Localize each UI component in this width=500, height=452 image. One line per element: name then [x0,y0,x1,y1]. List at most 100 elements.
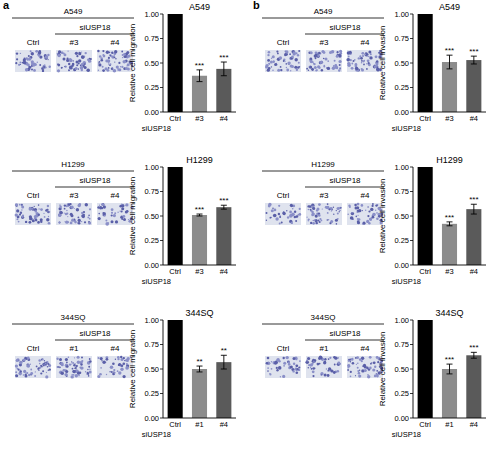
micrograph-bg [15,50,51,72]
cell-dot [340,207,341,208]
cell-dot [312,375,314,377]
cell-dot [317,208,320,211]
cell-dot [267,54,269,56]
cell-dot [37,62,38,63]
micrograph-bg [306,356,342,378]
y-tick-label: 1.00 [394,10,409,19]
cell-dot [321,69,323,71]
cell-dot [361,52,364,55]
cell-dot [294,216,296,218]
cell-dot [25,68,28,71]
cell-dot [349,206,351,208]
cell-dot [284,61,285,62]
cell-dot [73,60,74,61]
x-axis [163,265,236,266]
cell-dot [306,359,308,361]
cell-dot [111,212,113,214]
error-bar [197,366,203,372]
cell-dot [282,211,285,214]
cell-dot [285,50,288,53]
cell-dot [314,54,318,58]
cell-dot [33,64,35,66]
x-tick-label: #4 [470,420,478,429]
x-tick-label: Ctrl [169,420,181,429]
cell-dot [25,373,27,375]
cell-dot [271,58,272,59]
x-axis [163,112,236,113]
cell-dot [333,371,336,374]
cell-dot [289,211,292,214]
cell-dot [268,203,271,206]
cell-dot [276,367,278,369]
cell-dot [59,222,61,224]
bar [442,224,457,265]
cell-dot [38,367,40,369]
cell-dot [111,220,114,223]
cell-dot [283,59,285,61]
significance: *** [195,61,204,70]
cell-dot [362,223,363,224]
cell-dot [78,219,81,222]
cell-dot [97,375,100,378]
micrograph [56,356,92,379]
cell-dot [39,56,42,59]
cell-dot [267,59,270,62]
cell-dot [86,69,90,73]
cell-dot [274,63,277,66]
cell-dot [361,204,364,207]
significance: ** [221,346,227,355]
cell-dot [108,222,109,223]
cell-dot [312,370,315,373]
cell-dot [112,67,113,68]
cell-dot [84,63,86,65]
cell-dot [361,60,363,62]
cell-dot [120,356,122,358]
cell-dot [350,376,352,378]
cell-dot [48,59,49,60]
cell-dot [312,222,315,225]
cell-dot [110,63,112,65]
cell-dot [294,211,296,213]
cell-dot [330,369,332,371]
cell-dot [88,375,90,377]
image-group-label: #3 [320,191,329,200]
cell-dot [271,209,274,212]
chart-title: A549 [189,2,210,12]
cell-dot [99,61,101,63]
cell-dot [311,368,313,370]
cell-dot [87,369,88,370]
cell-dot [366,63,368,65]
cell-dot [67,216,68,217]
cell-dot [310,60,313,63]
cell-dot [331,50,334,53]
cell-dot [81,55,84,58]
error-bar [197,70,203,82]
cell-dot [57,366,59,368]
cell-dot [27,356,30,359]
cell-dot [64,204,66,206]
cell-dot [266,212,268,214]
cell-dot [277,53,279,55]
cell-dot [89,369,91,371]
image-treatment: siUSP18 [79,176,111,185]
cell-dot [118,371,121,374]
error-bar [447,364,453,374]
cell-dot [69,58,72,61]
cell-dot [72,362,74,364]
chart-panel: H1299siUSP18Ctrl#3#4H1299Relative cell m… [12,155,236,286]
significance: *** [445,213,454,222]
x-axis [163,418,236,419]
cell-dot [323,361,326,364]
cell-dot [348,59,350,61]
cell-dot [73,370,76,373]
cell-dot [327,60,329,62]
cell-dot [19,214,21,216]
image-group-label: Ctrl [27,191,40,200]
cell-dot [336,55,339,58]
cell-dot [75,374,78,377]
x-tick-label: #1 [195,420,203,429]
cell-dot [350,361,351,362]
cell-dot [271,66,272,67]
cell-dot [368,63,371,66]
cell-dot [290,365,293,368]
